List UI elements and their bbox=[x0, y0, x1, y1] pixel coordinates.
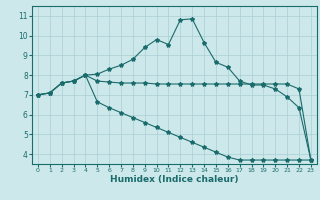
X-axis label: Humidex (Indice chaleur): Humidex (Indice chaleur) bbox=[110, 175, 239, 184]
